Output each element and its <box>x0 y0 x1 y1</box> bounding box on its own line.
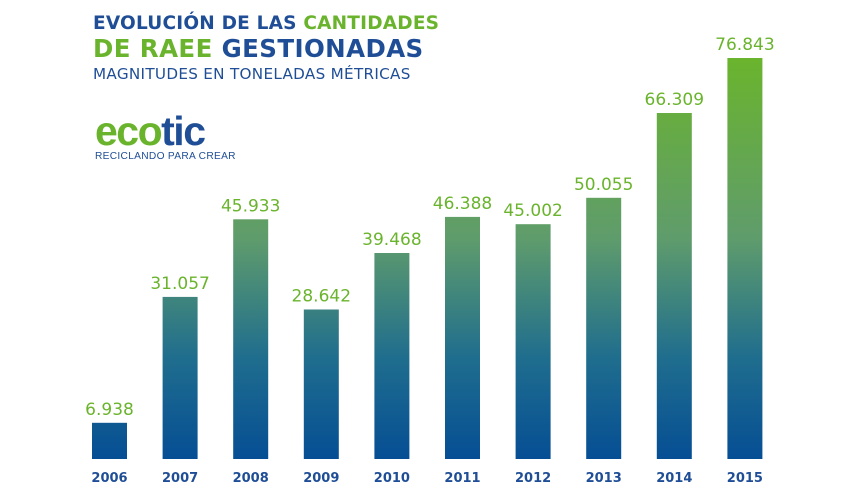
bar-2008 <box>233 219 269 459</box>
year-label-2010: 2010 <box>374 471 410 486</box>
bar-2010 <box>374 253 410 459</box>
year-label-2008: 2008 <box>233 471 269 486</box>
bar-2011 <box>445 216 480 459</box>
year-labels-group: 2006 2007 2008 2009 2010 2011 2012 2013 2014 2015 <box>91 471 763 486</box>
title-line-1-blue: EVOLUCIÓN DE LAS <box>93 13 304 34</box>
value-label-2006: 6.938 <box>85 400 134 420</box>
title-line-2-green: DE RAEE <box>93 34 222 63</box>
year-label-2015: 2015 <box>727 471 763 486</box>
chart-subtitle: MAGNITUDES EN TONELADAS MÉTRICAS <box>93 65 411 83</box>
value-labels-group: 6.938 31.057 45.933 28.642 39.468 46.388 45.00… <box>85 35 774 420</box>
bar-2015 <box>727 58 763 459</box>
year-label-2013: 2013 <box>586 471 622 486</box>
chart-title-block: EVOLUCIÓN DE LAS CANTIDADES DE RAEE GEST… <box>93 13 439 85</box>
title-line-1: EVOLUCIÓN DE LAS CANTIDADES <box>93 13 439 35</box>
bar-2006 <box>92 422 127 459</box>
value-label-2012: 45.002 <box>503 201 562 221</box>
logo-tagline: RECICLANDO PARA CREAR <box>95 151 236 162</box>
value-label-2007: 31.057 <box>150 274 209 294</box>
value-label-2010: 39.468 <box>362 230 421 250</box>
bar-2014 <box>656 113 692 459</box>
bars-group <box>92 58 763 460</box>
value-label-2011: 46.388 <box>433 194 492 214</box>
year-label-2007: 2007 <box>162 471 198 486</box>
ecotic-logo: ecotic RECICLANDO PARA CREAR <box>95 111 236 163</box>
title-line-2: DE RAEE GESTIONADAS <box>93 35 439 63</box>
title-line-1-green: CANTIDADES <box>303 13 440 34</box>
year-label-2006: 2006 <box>91 471 127 486</box>
logo-eco: eco <box>95 108 163 154</box>
year-label-2012: 2012 <box>515 471 551 486</box>
year-label-2009: 2009 <box>303 471 339 486</box>
year-label-2011: 2011 <box>444 471 480 486</box>
title-line-2-blue: GESTIONADAS <box>221 34 424 63</box>
logo-wordmark: ecotic <box>95 111 236 152</box>
value-label-2015: 76.843 <box>715 35 774 55</box>
value-label-2014: 66.309 <box>645 90 704 110</box>
year-label-2014: 2014 <box>656 471 692 486</box>
value-label-2009: 28.642 <box>292 287 351 307</box>
logo-tic: tic <box>161 108 206 154</box>
bar-2013 <box>586 197 622 460</box>
bar-2012 <box>515 224 551 459</box>
value-label-2013: 50.055 <box>574 175 633 195</box>
bar-2007 <box>162 296 198 459</box>
value-label-2008: 45.933 <box>221 196 280 216</box>
bar-2009 <box>303 309 339 459</box>
